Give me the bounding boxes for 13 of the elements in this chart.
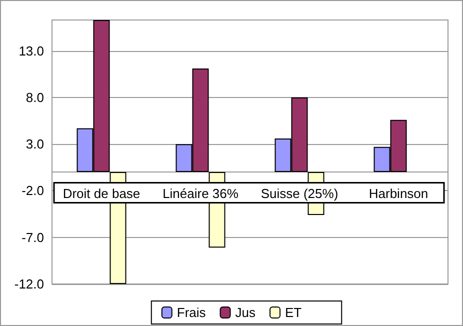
- x-tick-label: Suisse (25%): [260, 186, 338, 202]
- legend-label: ET: [285, 305, 302, 320]
- x-tick-label: Linéaire 36%: [162, 186, 239, 202]
- y-tick-label: 8.0: [26, 90, 44, 105]
- y-tick-label: 13.0: [18, 43, 44, 58]
- x-tick-label: Droit de base: [62, 186, 140, 202]
- y-tick-label: -7.0: [22, 230, 44, 245]
- legend-label: Frais: [176, 305, 206, 320]
- y-tick-label: -12.0: [14, 276, 44, 292]
- x-tick-label: Harbinson: [368, 186, 428, 202]
- y-tick-label: -2.0: [22, 183, 44, 198]
- legend-label: Jus: [235, 305, 256, 320]
- y-tick-label: 3.0: [26, 136, 44, 152]
